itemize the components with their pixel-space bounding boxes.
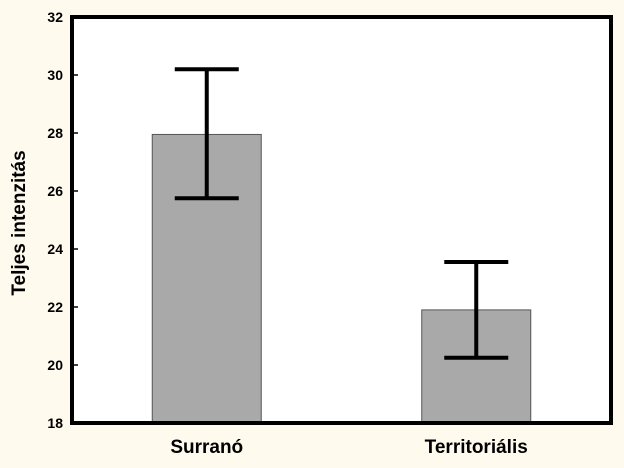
y-tick-label: 18 [47,415,63,431]
x-category-label: Territoriális [425,437,528,458]
error-bars [174,67,509,360]
y-tick-label: 26 [47,183,63,199]
y-axis-title: Teljes intenzitás [9,150,30,295]
plot-frame [70,15,613,425]
x-category-label: Surranó [170,437,243,458]
y-tick-label: 30 [47,67,63,83]
y-tick-label: 32 [47,9,63,25]
y-tick-label: 20 [47,357,63,373]
x-axis: Surranó Territoriális [170,437,528,458]
y-axis: 18 20 22 24 26 28 30 32 [47,9,78,431]
y-tick-label: 22 [47,299,63,315]
y-tick-label: 24 [47,241,63,257]
y-tick-label: 28 [47,125,63,141]
